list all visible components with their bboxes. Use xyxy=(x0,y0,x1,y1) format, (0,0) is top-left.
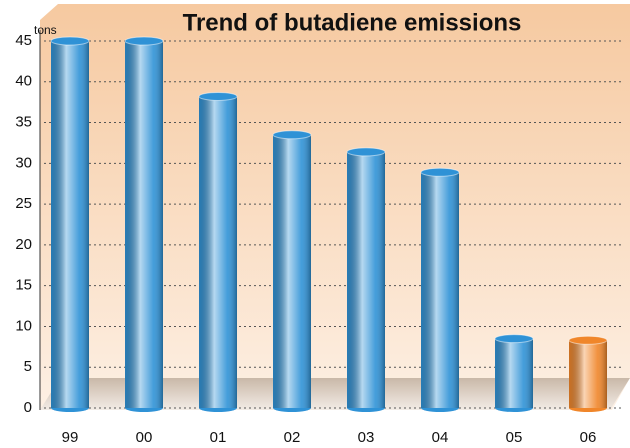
y-tick-label: 35 xyxy=(15,114,32,131)
y-tick-label: 5 xyxy=(24,358,32,375)
y-tick-label: 10 xyxy=(15,317,32,334)
bar-cap xyxy=(272,130,312,140)
chart-title: Trend of butadiene emissions xyxy=(183,9,522,36)
bar-shine xyxy=(199,96,237,409)
bar-shine xyxy=(421,172,459,408)
x-tick-label: 05 xyxy=(506,429,523,446)
x-tick-label: 02 xyxy=(284,429,301,446)
y-tick-label: 20 xyxy=(15,236,32,253)
y-tick-label: 30 xyxy=(15,154,32,171)
bar-shine xyxy=(51,41,89,408)
floor xyxy=(40,378,630,410)
bar-cap xyxy=(124,36,164,46)
y-tick-label: 0 xyxy=(24,399,32,416)
bar-cap xyxy=(346,147,386,157)
bar-cap xyxy=(50,36,90,46)
x-tick-label: 06 xyxy=(580,429,597,446)
bar-cap xyxy=(568,335,608,345)
bar-shine xyxy=(569,340,607,408)
x-tick-label: 04 xyxy=(432,429,449,446)
x-tick-label: 99 xyxy=(62,429,79,446)
bar-cap xyxy=(494,334,534,344)
x-tick-label: 01 xyxy=(210,429,227,446)
y-tick-label: 40 xyxy=(15,73,32,90)
y-tick-label: 25 xyxy=(15,195,32,212)
bar-shine xyxy=(273,134,311,409)
x-tick-label: 03 xyxy=(358,429,375,446)
bar-cap xyxy=(420,167,460,177)
back-wall xyxy=(40,4,630,410)
y-tick-label: 15 xyxy=(15,277,32,294)
bar-cap xyxy=(198,91,238,101)
bar-shine xyxy=(495,338,533,408)
x-tick-label: 00 xyxy=(136,429,153,446)
bar-shine xyxy=(347,151,385,408)
bar-shine xyxy=(125,41,163,408)
y-axis-unit: tons xyxy=(34,23,57,37)
y-tick-label: 45 xyxy=(15,32,32,49)
